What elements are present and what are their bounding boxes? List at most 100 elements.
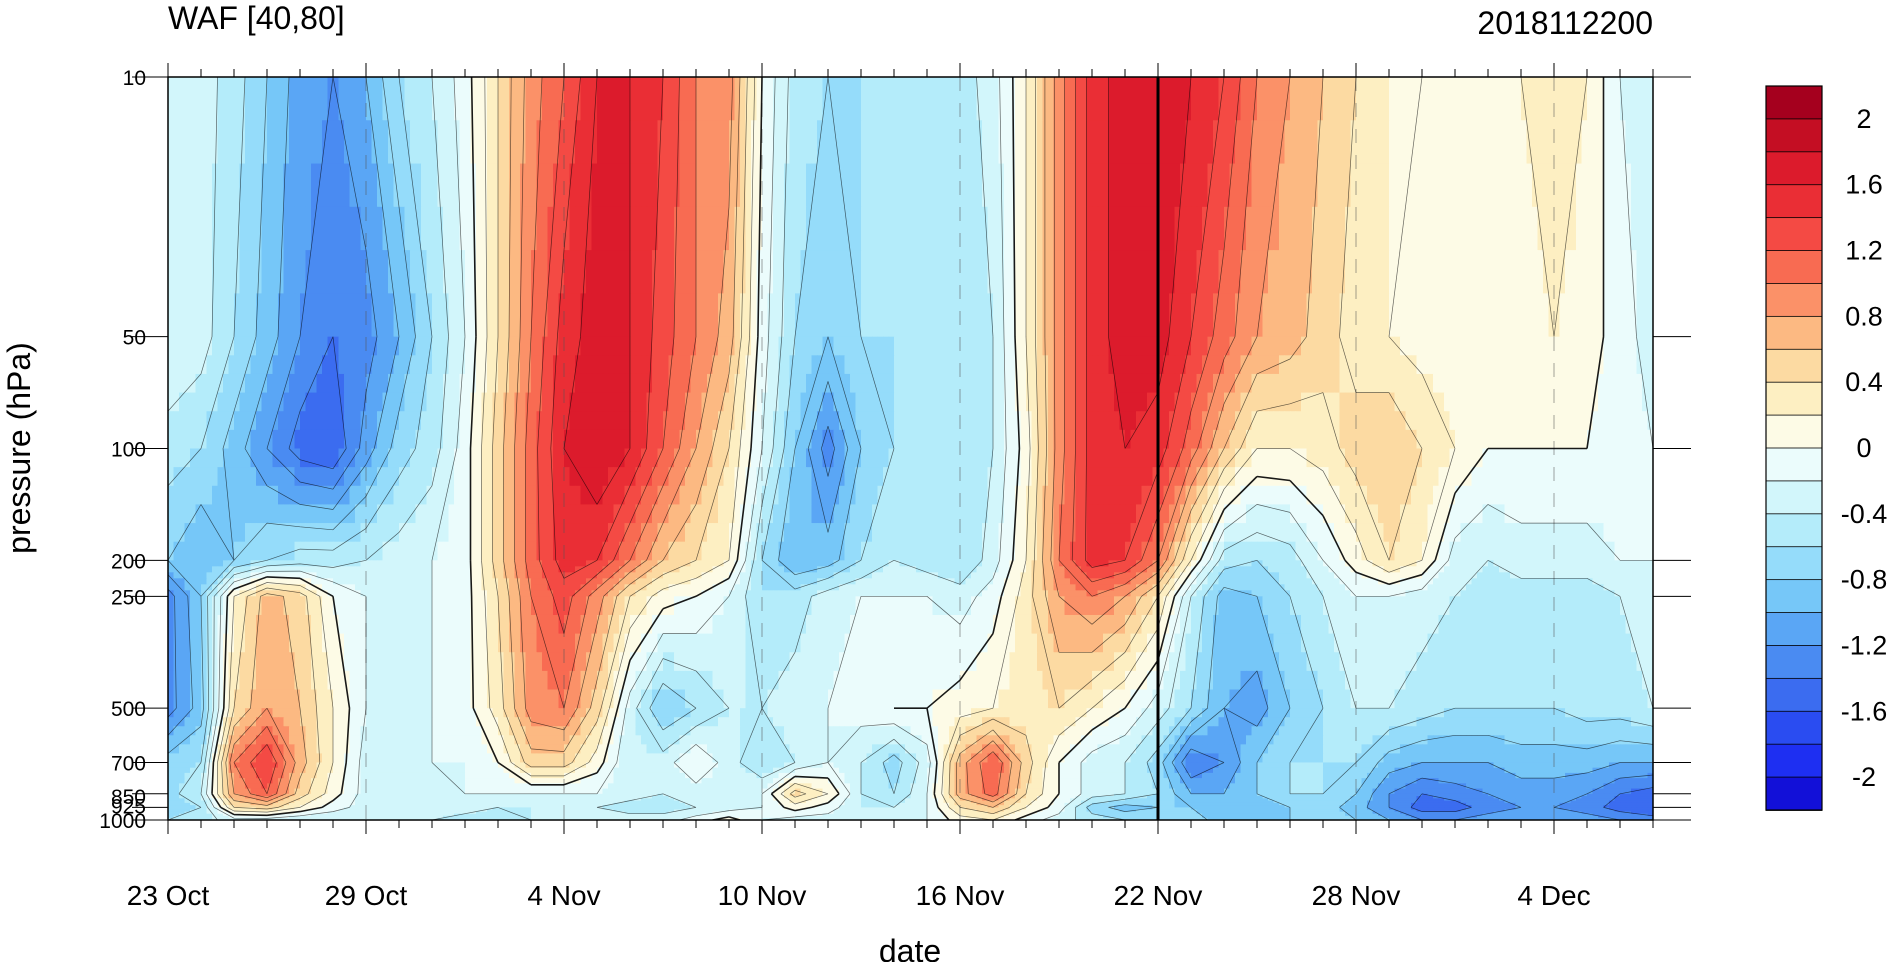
heat-cell bbox=[399, 392, 406, 412]
heat-cell bbox=[762, 411, 769, 431]
heat-cell bbox=[679, 523, 686, 543]
heat-cell bbox=[674, 373, 681, 394]
heat-cell bbox=[1174, 206, 1181, 251]
heat-cell bbox=[547, 77, 554, 121]
heat-cell bbox=[525, 120, 532, 165]
heat-cell bbox=[1097, 336, 1104, 356]
heat-cell bbox=[1598, 541, 1605, 561]
heat-cell bbox=[1163, 293, 1170, 338]
heat-cell bbox=[366, 355, 373, 375]
heat-cell bbox=[1097, 77, 1104, 121]
heat-cell bbox=[388, 206, 395, 251]
heat-cell bbox=[1246, 355, 1253, 375]
heat-cell bbox=[1042, 523, 1049, 543]
heat-cell bbox=[1493, 336, 1500, 356]
heat-cell bbox=[1202, 467, 1209, 487]
heat-cell bbox=[861, 504, 868, 524]
heat-cell bbox=[828, 485, 835, 506]
heat-cell bbox=[371, 392, 378, 412]
heat-cell bbox=[921, 411, 928, 431]
heat-cell bbox=[1548, 336, 1555, 356]
heat-cell bbox=[366, 429, 373, 450]
heat-cell bbox=[503, 448, 510, 468]
heat-cell bbox=[1636, 523, 1643, 543]
heat-cell bbox=[267, 163, 274, 208]
heat-cell bbox=[1015, 504, 1022, 524]
heat-cell bbox=[503, 250, 510, 294]
heat-cell bbox=[1499, 411, 1506, 431]
heat-cell bbox=[905, 120, 912, 165]
heat-cell bbox=[575, 392, 582, 412]
heat-cell bbox=[1218, 467, 1225, 487]
heat-cell bbox=[1136, 206, 1143, 251]
heat-cell bbox=[1295, 163, 1302, 208]
heat-cell bbox=[1625, 120, 1632, 165]
heat-cell bbox=[663, 206, 670, 251]
heat-cell bbox=[168, 355, 175, 375]
heat-cell bbox=[498, 541, 505, 561]
heat-cell bbox=[641, 560, 648, 567]
heat-cell bbox=[1284, 411, 1291, 431]
heat-cell bbox=[1328, 77, 1335, 121]
heat-cell bbox=[641, 355, 648, 375]
heat-cell bbox=[355, 293, 362, 338]
heat-cell bbox=[399, 355, 406, 375]
heat-cell bbox=[487, 448, 494, 468]
heat-cell bbox=[850, 541, 857, 561]
heat-cell bbox=[976, 541, 983, 561]
heat-cell bbox=[1339, 523, 1346, 543]
heat-cell bbox=[1317, 250, 1324, 294]
heat-cell bbox=[965, 429, 972, 450]
heat-cell bbox=[168, 293, 175, 338]
heat-cell bbox=[1488, 541, 1495, 561]
heat-cell bbox=[1224, 467, 1231, 487]
heat-cell bbox=[833, 504, 840, 524]
heat-cell bbox=[547, 448, 554, 468]
heat-cell bbox=[1339, 504, 1346, 524]
heat-cell bbox=[976, 336, 983, 356]
heat-cell bbox=[256, 429, 263, 450]
heat-cell bbox=[360, 467, 367, 487]
heat-cell bbox=[1251, 448, 1258, 468]
heat-cell bbox=[1262, 504, 1269, 524]
heat-cell bbox=[1389, 120, 1396, 165]
heat-cell bbox=[509, 336, 516, 356]
heat-cell bbox=[1598, 429, 1605, 450]
heat-cell bbox=[674, 504, 681, 524]
heat-cell bbox=[784, 504, 791, 524]
heat-cell bbox=[921, 448, 928, 468]
heat-cell bbox=[1180, 250, 1187, 294]
heat-cell bbox=[943, 373, 950, 394]
heat-cell bbox=[850, 293, 857, 338]
heat-cell bbox=[1257, 336, 1264, 356]
heat-cell bbox=[701, 411, 708, 431]
heat-cell bbox=[927, 541, 934, 561]
heat-cell bbox=[1086, 392, 1093, 412]
heat-cell bbox=[553, 523, 560, 543]
heat-cell bbox=[487, 120, 494, 165]
heat-cell bbox=[536, 485, 543, 506]
heat-cell bbox=[1026, 77, 1033, 121]
heat-cell bbox=[1328, 336, 1335, 356]
heat-cell bbox=[1378, 504, 1385, 524]
heat-cell bbox=[377, 392, 384, 412]
heat-cell bbox=[1009, 120, 1016, 165]
heat-cell bbox=[349, 429, 356, 450]
heat-cell bbox=[734, 429, 741, 450]
heat-cell bbox=[1532, 504, 1539, 524]
heat-cell bbox=[965, 504, 972, 524]
heat-cell bbox=[1262, 373, 1269, 394]
heat-cell bbox=[173, 163, 180, 208]
heat-cell bbox=[1411, 373, 1418, 394]
heat-cell bbox=[679, 541, 686, 561]
heat-cell bbox=[1317, 523, 1324, 543]
heat-cell bbox=[1317, 336, 1324, 356]
heat-cell bbox=[1207, 77, 1214, 121]
heat-cell bbox=[1257, 448, 1264, 468]
heat-cell bbox=[751, 448, 758, 468]
heat-cell bbox=[1015, 485, 1022, 506]
heat-cell bbox=[982, 541, 989, 561]
heat-cell bbox=[1246, 467, 1253, 487]
heat-cell bbox=[872, 293, 879, 338]
heat-cell bbox=[1416, 411, 1423, 431]
